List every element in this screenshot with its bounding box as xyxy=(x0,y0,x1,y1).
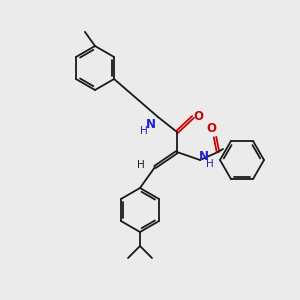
Text: H: H xyxy=(206,159,214,169)
Text: N: N xyxy=(146,118,156,131)
Text: H: H xyxy=(140,126,148,136)
Text: O: O xyxy=(193,110,203,124)
Text: O: O xyxy=(206,122,216,136)
Text: N: N xyxy=(199,149,209,163)
Text: H: H xyxy=(137,160,145,170)
